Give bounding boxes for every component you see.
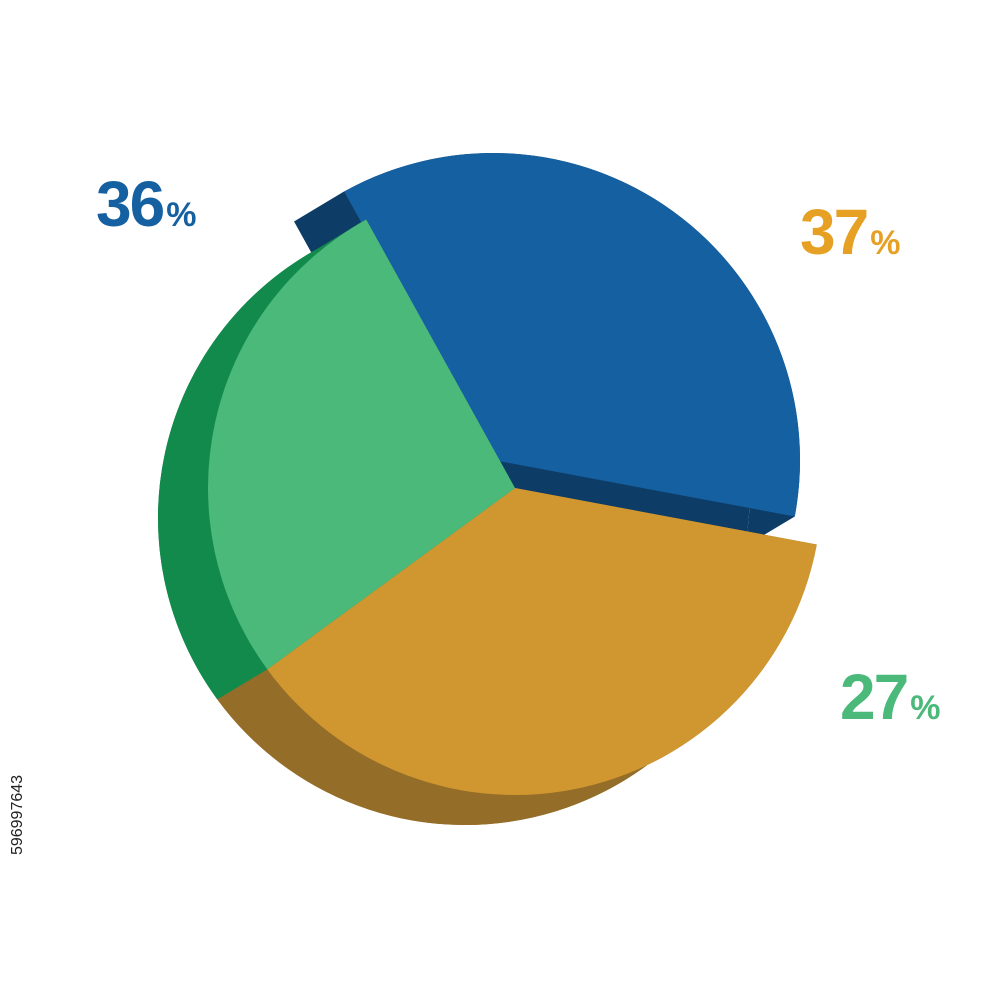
- slice-27: [208, 219, 515, 670]
- stock-image-id: 596997643: [8, 760, 28, 870]
- slice-label-value: 37: [800, 196, 869, 268]
- stock-image-id-text: 596997643: [9, 774, 26, 856]
- slice-label-unit: %: [166, 196, 197, 234]
- slice-36: [344, 153, 800, 517]
- slice-37: [267, 488, 817, 795]
- slice-rim-27: [158, 219, 367, 700]
- slice-label-36: 36%: [96, 172, 196, 236]
- pie-faces-group: [208, 153, 817, 795]
- slice-label-27: 27%: [840, 665, 940, 729]
- slice-label-value: 36: [96, 168, 165, 240]
- slice-label-value: 27: [840, 661, 909, 733]
- slice-label-unit: %: [870, 224, 901, 262]
- slice-label-unit: %: [910, 689, 941, 727]
- slice-label-37: 37%: [800, 200, 900, 264]
